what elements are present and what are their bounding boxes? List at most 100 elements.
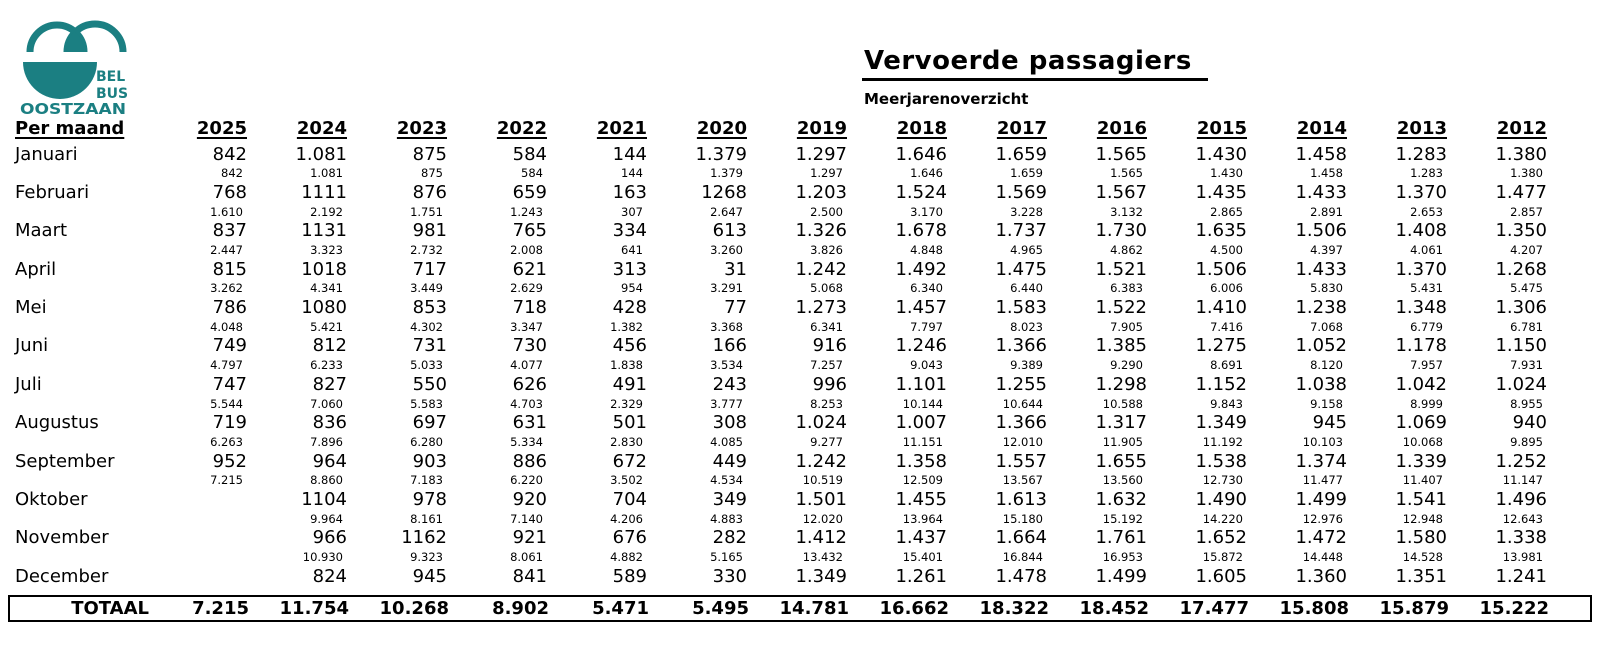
value-cell: 282	[712, 527, 747, 549]
month-label: Oktober	[15, 489, 88, 511]
cumulative-cell: 14.528	[1402, 550, 1443, 565]
cumulative-cell: 5.068	[810, 281, 843, 296]
cumulative-cell: 16.844	[1002, 550, 1043, 565]
cumulative-cell	[147, 549, 247, 565]
month-label: September	[15, 450, 115, 472]
cumulative-cell: 6.779	[1410, 319, 1443, 334]
cumulative-cell: 2.891	[1310, 204, 1343, 219]
value-cell: 1.385	[1095, 335, 1147, 357]
value-cell: 1.410	[1195, 297, 1247, 319]
cumulative-cell: 2.732	[410, 242, 443, 257]
value-cell: 144	[612, 143, 647, 165]
spacer	[1547, 280, 1592, 296]
month-label: Januari	[15, 143, 78, 165]
cumulative-cell: 10.519	[802, 473, 843, 488]
cumulative-cell: 11.147	[1502, 473, 1543, 488]
spacer	[1547, 242, 1592, 258]
value-cell: 1.366	[995, 412, 1047, 434]
value-cell: 1.737	[995, 220, 1047, 242]
value-cell: 1.358	[895, 450, 947, 472]
value-cell: 1.101	[895, 373, 947, 395]
value-cell: 920	[512, 489, 547, 511]
cumulative-cell: 1.283	[1410, 166, 1443, 181]
value-cell: 981	[412, 220, 447, 242]
value-cell: 964	[312, 450, 347, 472]
value-cell: 631	[512, 412, 547, 434]
value-cell: 1.457	[895, 297, 947, 319]
cumulative-cell: 2.629	[510, 281, 543, 296]
year-header-2017: 2017	[996, 118, 1047, 139]
value-cell: 812	[312, 335, 347, 357]
month-label: December	[15, 565, 109, 587]
month-row-december: December 824 945 841 589 330 1.349 1.261 1.478 1.…	[8, 565, 1592, 587]
month-row-januari: Januari 842 1.081 875 584 144 1.379 1.297 1.646 1…	[8, 143, 1592, 165]
spacer	[1547, 434, 1592, 450]
value-cell: 853	[412, 297, 447, 319]
cumulative-cell: 12.010	[1002, 434, 1043, 449]
spacer	[1547, 143, 1592, 165]
cumulative-cell: 4.883	[710, 511, 743, 526]
cumulative-label	[8, 203, 147, 219]
cumulative-cell: 1.243	[510, 204, 543, 219]
cumulative-cell: 6.220	[510, 473, 543, 488]
value-cell: 1.435	[1195, 181, 1247, 203]
value-cell: 1.506	[1295, 220, 1347, 242]
spacer	[1547, 203, 1592, 219]
logo-text-bel: BEL	[96, 69, 125, 85]
value-cell: 584	[512, 143, 547, 165]
value-cell: 1.655	[1095, 450, 1147, 472]
value-cell: 978	[412, 489, 447, 511]
value-cell: 731	[412, 335, 447, 357]
cumulative-cell: 307	[621, 204, 643, 219]
cumulative-cell: 3.502	[610, 473, 643, 488]
value-cell: 1111	[301, 181, 347, 203]
cumulative-cell: 641	[621, 242, 643, 257]
cumulative-label	[8, 434, 147, 450]
value-cell: 1080	[301, 297, 347, 319]
logo-text-bus: BUS	[96, 86, 128, 102]
cumulative-cell: 10.588	[1102, 396, 1143, 411]
cumulative-cell: 6.006	[1210, 281, 1243, 296]
value-cell: 676	[612, 527, 647, 549]
total-cell: 10.268	[379, 598, 449, 620]
value-cell: 334	[612, 220, 647, 242]
value-cell: 1.632	[1095, 489, 1147, 511]
cumulative-cell: 2.008	[510, 242, 543, 257]
value-cell: 717	[412, 258, 447, 280]
value-cell: 1.477	[1495, 181, 1547, 203]
value-cell: 1162	[401, 527, 447, 549]
value-cell: 1.472	[1295, 527, 1347, 549]
cumulative-cell: 4.882	[610, 550, 643, 565]
cumulative-cell: 3.291	[710, 281, 743, 296]
page-title: Vervoerde passagiers	[862, 47, 1208, 82]
value-cell: 1.246	[895, 335, 947, 357]
total-label: TOTAAL	[71, 598, 149, 620]
value-cell: 749	[212, 335, 247, 357]
value-cell: 719	[212, 412, 247, 434]
value-cell: 1.306	[1495, 297, 1547, 319]
value-cell: 916	[812, 335, 847, 357]
spacer	[1547, 412, 1592, 434]
month-label: Augustus	[15, 412, 99, 434]
value-cell: 1.339	[1395, 450, 1447, 472]
cumulative-row-maart: 2.447 3.323 2.732 2.008 641 3.260 3.826 4.848 4.…	[8, 242, 1592, 258]
cumulative-cell: 11.477	[1302, 473, 1343, 488]
value-cell: 824	[312, 565, 347, 587]
value-cell: 1.605	[1195, 565, 1247, 587]
value-cell	[147, 527, 247, 549]
cumulative-cell: 11.151	[902, 434, 943, 449]
cumulative-cell: 15.180	[1002, 511, 1043, 526]
value-cell: 842	[212, 143, 247, 165]
cumulative-row-juni: 4.797 6.233 5.033 4.077 1.838 3.534 7.257 9.043…	[8, 357, 1592, 373]
cumulative-cell: 1.838	[610, 358, 643, 373]
cumulative-cell: 9.323	[410, 550, 443, 565]
bus-arches-icon: BEL BUS OOSTZAAN	[20, 20, 128, 116]
month-row-september: September 952 964 903 886 672 449 1.242 1.358 1.5…	[8, 450, 1592, 472]
value-cell	[147, 489, 247, 511]
year-header-2025: 2025	[196, 118, 247, 139]
month-row-juni: Juni 749 812 731 730 456 166 916 1.246 1.366 1.385…	[8, 335, 1592, 357]
value-cell: 1104	[301, 489, 347, 511]
cumulative-cell: 1.565	[1110, 166, 1143, 181]
value-cell: 815	[212, 258, 247, 280]
cumulative-cell: 842	[221, 166, 243, 181]
